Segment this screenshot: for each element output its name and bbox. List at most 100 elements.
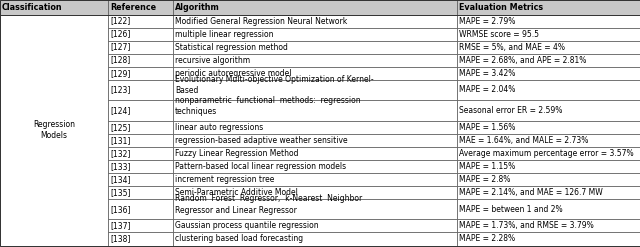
Text: [135]: [135] (110, 188, 131, 197)
Bar (457, 160, 640, 173)
Text: Pattern-based local linear regression models: Pattern-based local linear regression mo… (175, 162, 346, 171)
Bar (108, 0, 173, 15)
Text: Statistical regression method: Statistical regression method (175, 42, 288, 52)
Bar (173, 134, 457, 147)
Text: nonparametric  functional  methods:  regression
techniques: nonparametric functional methods: regres… (175, 96, 360, 116)
Bar (173, 121, 457, 134)
Bar (457, 67, 640, 80)
Text: Evolutionary Multi-objective Optimization of Kernel-
Based: Evolutionary Multi-objective Optimizatio… (175, 75, 374, 95)
Bar (108, 186, 173, 199)
Text: MAPE = 1.73%, and RMSE = 3.79%: MAPE = 1.73%, and RMSE = 3.79% (459, 222, 594, 230)
Text: [123]: [123] (110, 85, 131, 94)
Text: MAE = 1.64%, and MALE = 2.73%: MAE = 1.64%, and MALE = 2.73% (459, 136, 588, 145)
Bar (457, 0, 640, 15)
Bar (457, 15, 640, 28)
Bar (457, 100, 640, 121)
Bar (173, 15, 457, 28)
Text: WRMSE score = 95.5: WRMSE score = 95.5 (459, 30, 539, 39)
Bar (108, 41, 173, 54)
Bar (457, 134, 640, 147)
Text: Regression
Models: Regression Models (33, 120, 75, 140)
Bar (108, 199, 173, 219)
Bar (108, 28, 173, 41)
Text: MAPE = 3.42%: MAPE = 3.42% (459, 69, 515, 78)
Bar (108, 121, 173, 134)
Bar (173, 173, 457, 186)
Text: [127]: [127] (110, 42, 131, 52)
Bar (457, 147, 640, 160)
Text: [133]: [133] (110, 162, 131, 171)
Text: Evaluation Metrics: Evaluation Metrics (459, 3, 543, 12)
Text: clustering based load forecasting: clustering based load forecasting (175, 234, 303, 244)
Bar (173, 186, 457, 199)
Bar (457, 232, 640, 246)
Bar (173, 80, 457, 100)
Bar (173, 54, 457, 67)
Text: Seasonal error ER = 2.59%: Seasonal error ER = 2.59% (459, 106, 563, 115)
Text: RMSE = 5%, and MAE = 4%: RMSE = 5%, and MAE = 4% (459, 42, 565, 52)
Text: [131]: [131] (110, 136, 131, 145)
Text: MAPE = 2.04%: MAPE = 2.04% (459, 85, 515, 94)
Bar (457, 186, 640, 199)
Bar (173, 199, 457, 219)
Text: [124]: [124] (110, 106, 131, 115)
Text: increment regression tree: increment regression tree (175, 175, 275, 184)
Bar (457, 80, 640, 100)
Text: MAPE = 1.56%: MAPE = 1.56% (459, 123, 515, 132)
Text: [137]: [137] (110, 222, 131, 230)
Bar (457, 28, 640, 41)
Bar (173, 219, 457, 232)
Bar (108, 232, 173, 246)
Text: [126]: [126] (110, 30, 131, 39)
Bar (457, 199, 640, 219)
Bar (173, 160, 457, 173)
Text: periodic autoregressive model: periodic autoregressive model (175, 69, 291, 78)
Text: [129]: [129] (110, 69, 131, 78)
Bar (0, 15, 108, 246)
Bar (108, 134, 173, 147)
Bar (108, 173, 173, 186)
Text: MAPE = 2.14%, and MAE = 126.7 MW: MAPE = 2.14%, and MAE = 126.7 MW (459, 188, 603, 197)
Text: Random  Forest  Regressor,  k-Nearest  Neighbor
Regressor and Linear Regressor: Random Forest Regressor, k-Nearest Neigh… (175, 194, 362, 214)
Text: Average maximum percentage error = 3.57%: Average maximum percentage error = 3.57% (459, 149, 634, 158)
Text: [138]: [138] (110, 234, 131, 244)
Text: Fuzzy Linear Regression Method: Fuzzy Linear Regression Method (175, 149, 298, 158)
Text: Algorithm: Algorithm (175, 3, 220, 12)
Text: MAPE = 1.15%: MAPE = 1.15% (459, 162, 515, 171)
Bar (173, 100, 457, 121)
Bar (108, 160, 173, 173)
Text: Gaussian process quantile regression: Gaussian process quantile regression (175, 222, 319, 230)
Bar (173, 232, 457, 246)
Text: Reference: Reference (110, 3, 156, 12)
Text: [122]: [122] (110, 17, 131, 25)
Bar (108, 100, 173, 121)
Text: MAPE = 2.79%: MAPE = 2.79% (459, 17, 515, 25)
Text: [125]: [125] (110, 123, 131, 132)
Bar (108, 15, 173, 28)
Bar (108, 147, 173, 160)
Bar (457, 41, 640, 54)
Text: [128]: [128] (110, 56, 131, 65)
Bar (108, 67, 173, 80)
Text: regression-based adaptive weather sensitive: regression-based adaptive weather sensit… (175, 136, 348, 145)
Bar (108, 219, 173, 232)
Text: [134]: [134] (110, 175, 131, 184)
Text: [132]: [132] (110, 149, 131, 158)
Text: Semi-Parametric Additive Model: Semi-Parametric Additive Model (175, 188, 298, 197)
Text: recursive algorithm: recursive algorithm (175, 56, 250, 65)
Text: MAPE = 2.28%: MAPE = 2.28% (459, 234, 515, 244)
Bar (173, 0, 457, 15)
Bar (173, 28, 457, 41)
Text: [136]: [136] (110, 205, 131, 214)
Bar (173, 41, 457, 54)
Bar (173, 147, 457, 160)
Text: MAPE = between 1 and 2%: MAPE = between 1 and 2% (459, 205, 563, 214)
Bar (457, 121, 640, 134)
Bar (108, 80, 173, 100)
Text: MAPE = 2.8%: MAPE = 2.8% (459, 175, 510, 184)
Text: linear auto regressions: linear auto regressions (175, 123, 263, 132)
Bar (0, 0, 108, 15)
Text: Modified General Regression Neural Network: Modified General Regression Neural Netwo… (175, 17, 348, 25)
Bar (173, 67, 457, 80)
Bar (457, 173, 640, 186)
